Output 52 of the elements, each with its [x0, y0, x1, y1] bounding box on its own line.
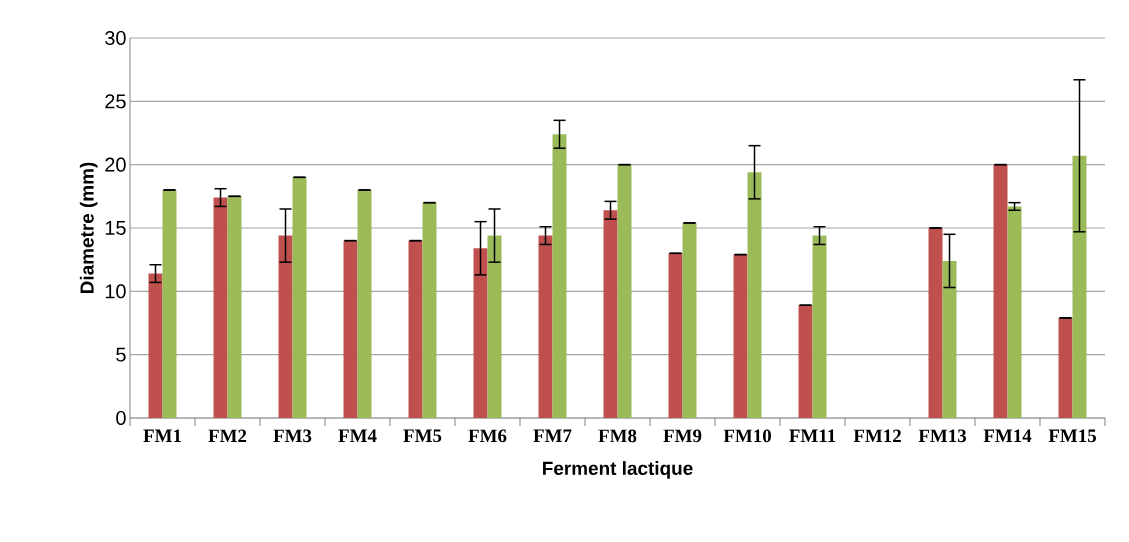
y-tick-label: 15: [105, 221, 126, 235]
x-tick-label: FM2: [208, 429, 247, 443]
bar: [227, 196, 242, 418]
y-tick-label: 20: [105, 157, 126, 172]
y-tick-label: 25: [105, 94, 126, 109]
bar: [278, 235, 293, 418]
x-tick-label: FM3: [273, 429, 312, 443]
bar: [1072, 155, 1087, 418]
x-tick-label: FM5: [403, 429, 442, 443]
x-tick-label: FM9: [663, 429, 702, 443]
x-tick-label: FM11: [789, 429, 836, 442]
bar: [162, 189, 177, 418]
x-tick-label: FM13: [918, 429, 967, 443]
x-tick-label: FM10: [723, 429, 771, 443]
x-tick-label: FM7: [533, 429, 572, 442]
bar: [747, 172, 762, 418]
bar: [343, 240, 358, 418]
x-tick-label: FM15: [1048, 429, 1096, 443]
bar: [942, 260, 957, 418]
x-tick-label: FM1: [143, 429, 181, 442]
bar: [1007, 206, 1022, 418]
bar: [538, 235, 553, 418]
bar: [408, 240, 423, 418]
bar: [422, 202, 437, 418]
bar: [812, 235, 827, 418]
y-tick-label: 10: [105, 284, 126, 299]
y-tick-label: 0: [116, 410, 126, 426]
bar: [617, 164, 632, 418]
bar: [552, 134, 567, 418]
bar: [1058, 317, 1073, 418]
bar: [473, 248, 488, 418]
y-axis-title: Diametre (mm): [79, 162, 98, 293]
bar: [682, 222, 697, 418]
y-tick-label: 30: [105, 30, 126, 46]
bar: [213, 197, 228, 418]
x-tick-label: FM8: [598, 429, 637, 443]
x-tick-label: FM14: [983, 429, 1032, 442]
bar: [603, 210, 618, 418]
x-tick-label: FM4: [338, 429, 377, 442]
x-tick-label: FM12: [853, 429, 901, 443]
bar: [292, 177, 307, 418]
bar: [733, 254, 748, 418]
bar: [798, 305, 813, 418]
bar: [993, 164, 1008, 418]
bar: [928, 227, 943, 418]
bar: [487, 235, 502, 418]
bar: [357, 189, 372, 418]
bar: [148, 273, 163, 418]
x-tick-label: FM6: [468, 429, 507, 443]
bar: [668, 253, 683, 418]
x-axis-title: Ferment lactique: [543, 461, 693, 479]
y-tick-label: 5: [116, 347, 126, 362]
